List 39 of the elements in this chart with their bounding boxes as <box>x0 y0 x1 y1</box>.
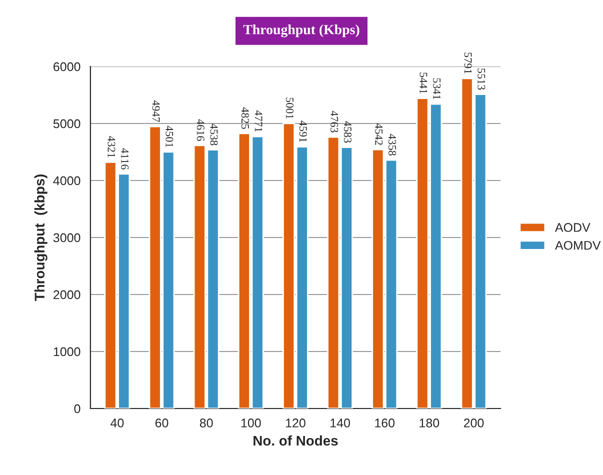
y-tick-label: 0 <box>74 404 80 414</box>
data-label: 4358 <box>388 134 396 156</box>
x-tick-label: 60 <box>155 418 168 428</box>
x-tick-label: 140 <box>330 418 350 428</box>
data-label: 4583 <box>344 121 352 143</box>
x-tick-label: 80 <box>200 418 213 428</box>
x-tick-label: 100 <box>241 418 261 428</box>
x-tick-label: 180 <box>420 418 440 428</box>
data-label: 5441 <box>420 72 428 94</box>
y-tick-label: 5000 <box>53 119 80 128</box>
data-label: 5341 <box>433 78 441 100</box>
data-label: 4591 <box>299 120 307 142</box>
data-label: 4771 <box>254 110 262 132</box>
legend-label: AOMDV <box>554 240 601 250</box>
y-tick-label: 3000 <box>53 233 80 242</box>
data-label: 5791 <box>464 52 472 74</box>
y-tick-label: 2000 <box>54 290 80 300</box>
data-label: 4116 <box>121 148 129 170</box>
data-label: 5001 <box>286 98 294 119</box>
y-tick-label: 6000 <box>54 62 80 72</box>
x-tick-label: 200 <box>464 418 484 428</box>
data-label: 4542 <box>375 123 383 145</box>
data-label: 4501 <box>166 126 174 148</box>
data-label: 4321 <box>108 136 116 158</box>
x-axis-title: No. of Nodes <box>254 435 338 446</box>
x-tick-label: 40 <box>110 418 124 428</box>
data-label: 4947 <box>152 100 160 122</box>
x-tick-label: 120 <box>286 418 306 428</box>
data-label: 5513 <box>478 68 486 90</box>
chart-title: Throughput (Kbps) <box>243 24 360 38</box>
y-axis-title: Throughput (kbps) <box>34 174 48 301</box>
data-label: 4825 <box>241 107 249 129</box>
y-tick-label: 1000 <box>54 347 80 356</box>
data-label: 4616 <box>196 119 204 141</box>
legend-label: AODV <box>554 223 590 232</box>
data-label: 4538 <box>210 124 218 146</box>
y-tick-label: 4000 <box>53 176 80 186</box>
x-tick-label: 160 <box>375 418 395 428</box>
data-label: 4763 <box>330 110 338 132</box>
